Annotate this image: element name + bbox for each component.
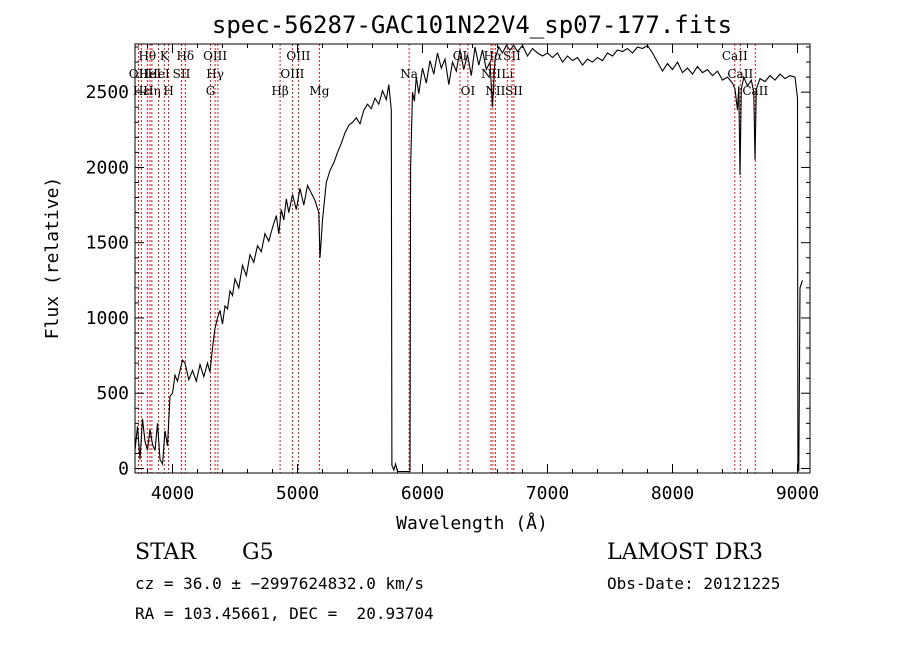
y-axis-ticks: 0 500 1000 1500 2000 2500	[86, 46, 810, 479]
x-tick-label: 4000	[151, 483, 194, 504]
y-tick-label: 1000	[86, 308, 129, 329]
y-tick-label: 2500	[86, 82, 129, 103]
line-marker-label: Hβ	[271, 84, 288, 98]
coordinates-readout: RA = 103.45661, DEC = 20.93704	[135, 604, 434, 623]
y-tick-label: 2000	[86, 157, 129, 178]
object-class: STAR	[135, 540, 196, 565]
x-tick-label: 5000	[276, 483, 319, 504]
plot-frame	[134, 43, 811, 474]
line-marker-label: Mg	[309, 84, 329, 98]
line-marker-label: Hε	[133, 84, 150, 98]
line-marker-label: Hα	[484, 49, 503, 63]
x-axis-label: Wavelength (Å)	[396, 512, 548, 534]
x-tick-label: 7000	[526, 483, 569, 504]
survey-name: LAMOST DR3	[607, 540, 763, 565]
line-marker-label: Hγ	[206, 67, 224, 81]
line-marker-label: Li	[501, 67, 513, 81]
spectrum-line	[134, 44, 804, 473]
spectrum-series	[134, 44, 804, 473]
line-marker-label: HeI	[147, 67, 170, 81]
spectral-line-markers: OIIHεHθHeIHηHeIKHSIIHδGOIIIHγHβOIIIOIIIM…	[129, 44, 768, 473]
x-tick-label: 6000	[401, 483, 444, 504]
line-marker-label: Hη	[143, 84, 161, 98]
x-tick-label: 9000	[776, 483, 819, 504]
line-marker-label: SII	[505, 84, 523, 98]
x-axis-ticks: 4000 5000 6000 7000 8000 9000	[147, 44, 819, 504]
observation-date: Obs-Date: 20121225	[607, 574, 781, 593]
line-marker-label: K	[160, 49, 170, 63]
y-tick-label: 1500	[86, 233, 129, 254]
redshift-readout: cz = 36.0 ± −2997624832.0 km/s	[135, 574, 424, 593]
line-marker-label: OII	[129, 67, 149, 81]
object-subclass: G5	[242, 540, 274, 565]
y-tick-label: 500	[96, 383, 129, 404]
line-marker-label: NII	[485, 84, 505, 98]
line-marker-label: CaII	[727, 67, 753, 81]
y-axis-label: Flux (relative)	[42, 177, 63, 340]
line-marker-label: SII	[173, 67, 191, 81]
line-marker-label: Hδ	[176, 49, 194, 63]
line-marker-label: CaII	[742, 84, 768, 98]
line-marker-label: HeI	[139, 67, 162, 81]
line-marker-label: OIII	[203, 49, 227, 63]
line-marker-label: G	[206, 84, 216, 98]
line-marker-label: OI	[453, 49, 468, 63]
line-marker-label: OIII	[280, 67, 304, 81]
line-marker-label: H	[163, 84, 173, 98]
line-marker-label: CaII	[722, 49, 748, 63]
line-marker-label: SII	[503, 49, 521, 63]
chart-title: spec-56287-GAC101N22V4_sp07-177.fits	[212, 11, 732, 39]
x-tick-label: 8000	[651, 483, 694, 504]
line-marker-label: Hθ	[138, 49, 156, 63]
line-marker-label: OI	[461, 84, 476, 98]
y-tick-label: 0	[118, 458, 129, 479]
line-marker-label: OIII	[286, 49, 310, 63]
line-marker-label: Na	[400, 67, 418, 81]
